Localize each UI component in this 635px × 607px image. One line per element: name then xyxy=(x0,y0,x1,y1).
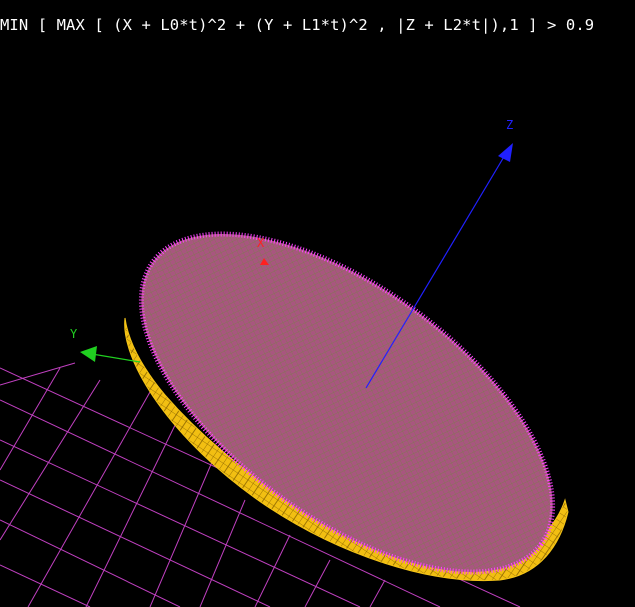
y-axis-line xyxy=(91,353,141,363)
disk-top xyxy=(138,231,556,575)
y-axis-arrow xyxy=(80,346,97,362)
x-axis-label: X xyxy=(257,236,265,250)
z-axis-line xyxy=(365,149,509,389)
y-axis-label: Y xyxy=(70,327,78,341)
x-axis-arrow xyxy=(260,258,269,265)
formula-text: MIN [ MAX [ (X + L0*t)^2 + (Y + L1*t)^2 … xyxy=(0,16,595,34)
z-axis-arrow xyxy=(498,143,513,162)
z-axis-label: Z xyxy=(506,118,513,132)
